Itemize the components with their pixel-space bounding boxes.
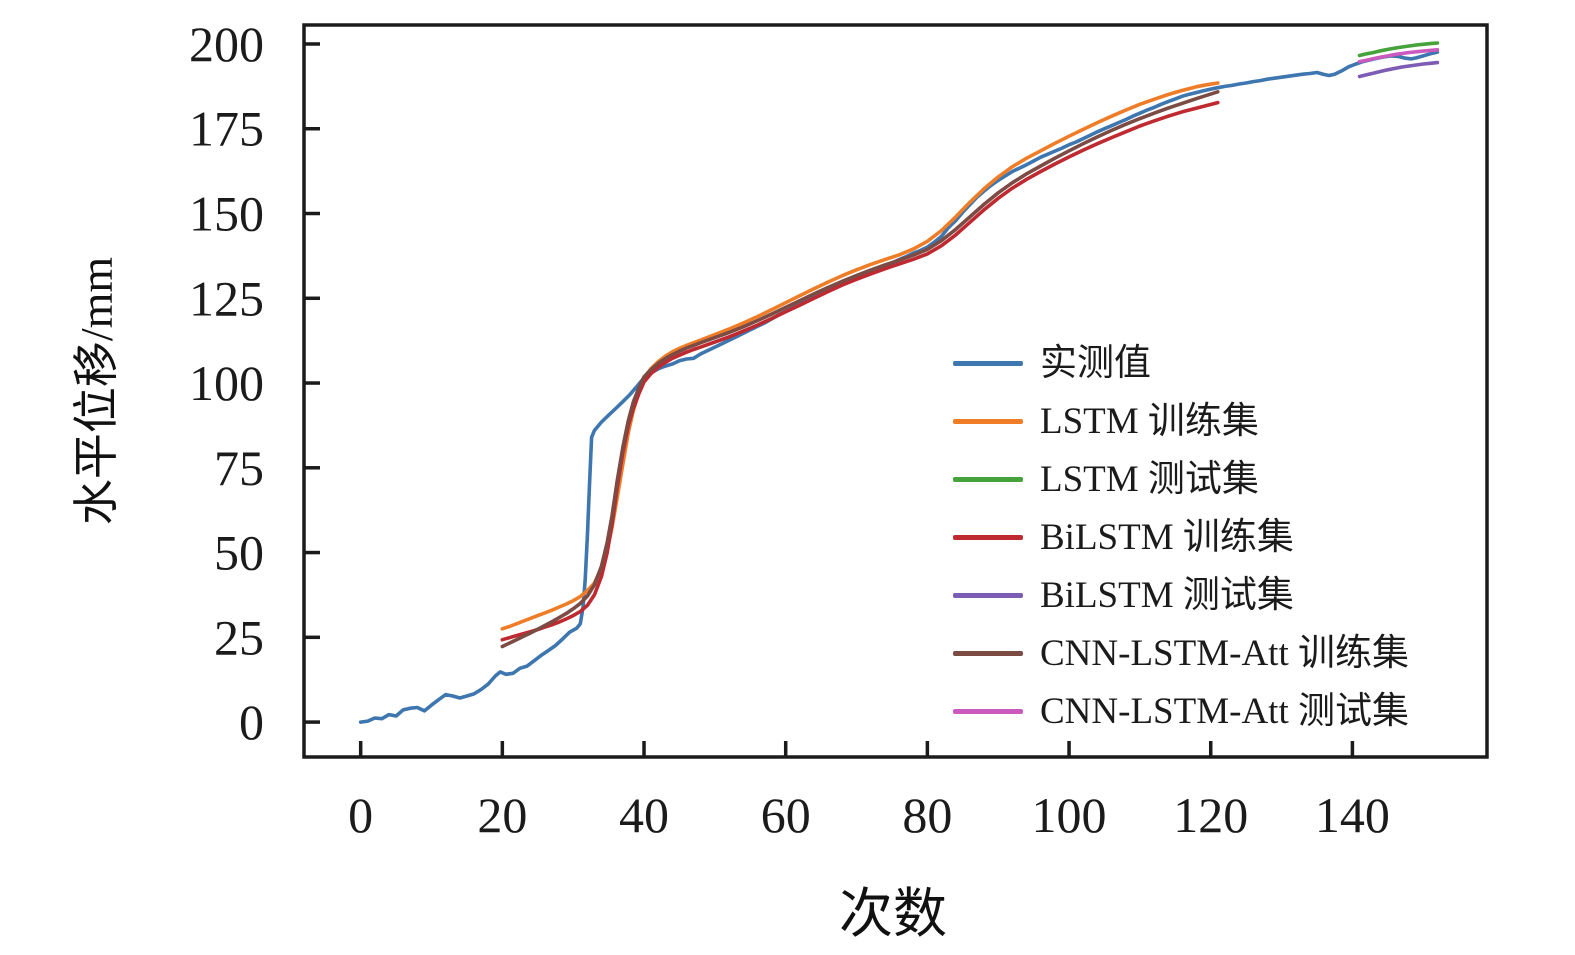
x-tick-label: 60 (761, 787, 811, 843)
legend-item: LSTM 训练集 (953, 402, 1409, 440)
legend-item: BiLSTM 训练集 (953, 518, 1409, 556)
x-tick-label: 0 (348, 787, 373, 843)
legend-label: CNN-LSTM-Att 训练集 (1040, 632, 1409, 674)
y-tick-label: 75 (214, 440, 264, 496)
plot-frame (302, 23, 1489, 759)
legend-line-swatch (953, 418, 1023, 424)
legend-item: CNN-LSTM-Att 测试集 (953, 692, 1409, 730)
legend-label: 实测值 (1040, 342, 1151, 384)
legend-label: LSTM 测试集 (1040, 458, 1259, 500)
y-tick-label: 150 (189, 186, 264, 242)
y-tick-label: 25 (214, 609, 264, 665)
x-tick-label: 20 (477, 787, 527, 843)
legend-line-swatch (953, 476, 1023, 482)
legend-label: LSTM 训练集 (1040, 400, 1259, 442)
chart-legend: 实测值 LSTM 训练集 LSTM 测试集 BiLSTM 训练集 BiLSTM … (953, 344, 1409, 750)
legend-line-swatch (953, 592, 1023, 598)
legend-item: 实测值 (953, 344, 1409, 382)
series-line-bilstm-test (1357, 60, 1440, 79)
y-axis-label: 水平位移/mm (71, 257, 122, 526)
legend-item: CNN-LSTM-Att 训练集 (953, 634, 1409, 672)
series-line-cnn-lstm-att-train (500, 90, 1220, 649)
axes: 0 20 40 60 80 100 120 140 0 25 50 75 100 125 150 175 200 (189, 16, 1489, 843)
legend-label: BiLSTM 测试集 (1040, 574, 1294, 616)
x-tick-label: 40 (619, 787, 669, 843)
series-line-bilstm-train (500, 100, 1220, 642)
legend-line-swatch (953, 650, 1023, 656)
legend-item: BiLSTM 测试集 (953, 576, 1409, 614)
series-line-lstm-train (500, 81, 1220, 631)
y-tick-label: 100 (189, 355, 264, 411)
series-line-cnn-lstm-att-test (1357, 47, 1440, 64)
y-tick-label: 200 (189, 16, 264, 72)
legend-label: BiLSTM 训练集 (1040, 516, 1294, 558)
x-tick-label: 140 (1315, 787, 1390, 843)
legend-line-swatch (953, 360, 1023, 366)
legend-line-swatch (953, 534, 1023, 540)
x-axis-label: 次数 (839, 884, 947, 944)
legend-label: CNN-LSTM-Att 测试集 (1040, 690, 1409, 732)
series-line-lstm-test (1357, 41, 1440, 58)
x-tick-label: 80 (902, 787, 952, 843)
legend-item: LSTM 测试集 (953, 460, 1409, 498)
y-tick-label: 125 (189, 270, 264, 326)
y-tick-label: 175 (189, 101, 264, 157)
x-tick-label: 120 (1173, 787, 1248, 843)
series-lines (358, 41, 1440, 724)
x-tick-label: 100 (1032, 787, 1107, 843)
legend-line-swatch (953, 708, 1023, 714)
y-tick-label: 0 (239, 694, 264, 750)
y-tick-label: 50 (214, 525, 264, 581)
